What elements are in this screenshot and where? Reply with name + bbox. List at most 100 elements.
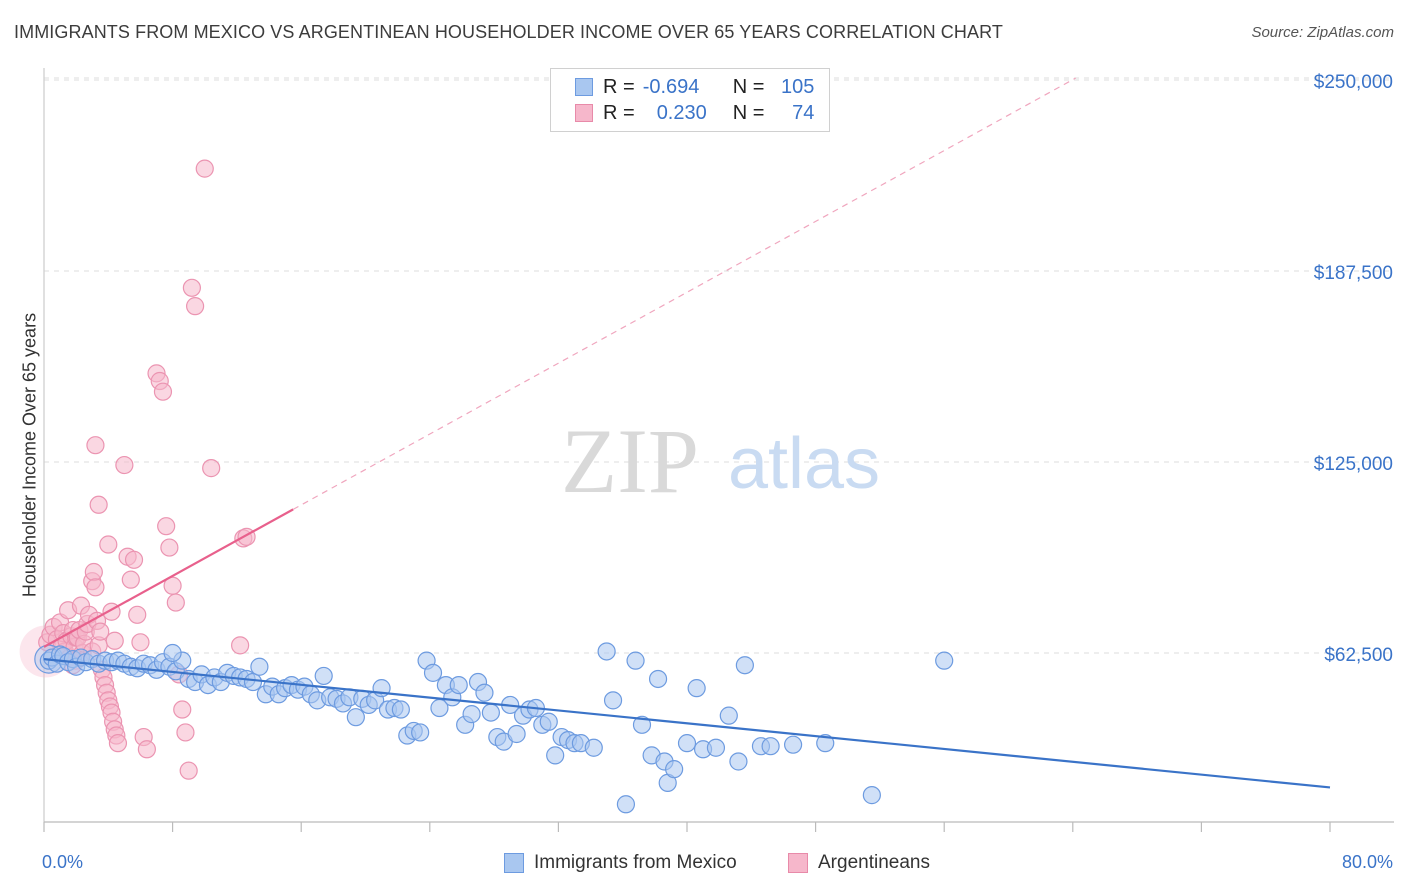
argentineans-trend-extension [292,77,1077,510]
argentineans-point [128,605,147,624]
bottom-legend-mexico: Immigrants from Mexico [504,852,737,874]
mexico-points [34,642,954,814]
legend-n-value: 74 [792,101,815,124]
mexico-point [481,703,500,722]
axes [43,68,1394,832]
argentineans-trend-line [43,508,294,648]
mexico-point [706,738,726,757]
grid-lines [44,77,1394,654]
argentineans-point [89,495,108,514]
argentineans-point [231,636,250,655]
mexico-point [462,705,481,724]
mexico-point [391,700,410,719]
argentineans-point [99,535,118,554]
argentineans-point [153,382,173,401]
mexico-point [584,738,603,757]
argentineans-point [121,570,140,589]
y-tick-label: $187,500 [1314,263,1393,284]
argentineans-point [84,562,103,582]
bottom-legend-argentineans: Argentineans [788,852,930,874]
mexico-point [626,651,645,670]
argentineans-point [179,761,198,780]
argentineans-point [108,734,128,753]
mexico-point [243,672,263,692]
mexico-point [665,760,684,779]
watermark-zip: ZIP [561,410,699,512]
bottom-legend-label-mexico: Immigrants from Mexico [534,852,737,873]
mexico-point [314,666,333,686]
mexico-point [250,657,269,676]
argentineans-point [182,278,201,297]
bottom-legend-label-argentineans: Argentineans [818,852,930,873]
argentineans-point [91,622,110,641]
mexico-point [783,735,803,754]
mexico-point [507,724,526,744]
legend-row-mexico: R = -0.694 N = 105 [575,74,814,100]
argentineans-point [166,593,185,612]
mexico-point [546,746,565,765]
y-tick-label: $125,000 [1314,454,1393,475]
mexico-point [729,752,748,771]
legend-n-value: 105 [781,75,815,98]
legend-r-label: R = [603,101,635,124]
mexico-point [616,795,636,814]
argentineans-point [131,633,150,652]
argentineans-point [186,297,205,316]
watermark-atlas: atlas [728,424,880,504]
mexico-point [603,691,623,710]
mexico-point [719,706,738,725]
argentineans-point [157,517,176,536]
mexico-point [677,734,697,753]
mexico-point [163,643,182,663]
legend-swatch-mexico [575,78,593,96]
bottom-legend-swatch-mexico [504,853,524,873]
argentineans-point [173,700,192,719]
source-label: Source: ZipAtlas.com [1251,24,1394,41]
argentineans-point [124,550,144,569]
mexico-point [816,734,835,753]
mexico-point [761,737,780,756]
mexico-point [423,663,443,682]
mexico-point [411,723,430,742]
argentineans-point [176,723,195,742]
bottom-legend-swatch-argentineans [788,853,808,873]
argentineans-point [160,538,179,557]
mexico-point [475,683,494,702]
watermark: ZIP atlas [561,410,880,512]
mexico-point [935,651,954,670]
argentineans-point [86,436,105,455]
argentineans-point [137,740,156,759]
argentineans-point [105,631,124,650]
chart-title: IMMIGRANTS FROM MEXICO VS ARGENTINEAN HO… [14,22,1003,42]
mexico-point [862,786,881,805]
trend-lines [43,77,1331,789]
mexico-point [346,708,365,727]
y-tick-label: $62,500 [1324,645,1393,666]
legend-r-value: 0.230 [656,101,707,124]
legend-r-label: R = [603,75,635,98]
argentineans-point [86,578,105,597]
legend-r-value: -0.694 [642,75,700,98]
legend-swatch-argentineans [575,104,593,122]
mexico-trend-line [43,658,1331,789]
y-tick-labels: $62,500 $125,000 $187,500 $250,000 [1314,72,1393,666]
legend-n-label: N = [732,101,765,124]
mexico-point [539,712,558,731]
x-tick-label-min: 0.0% [42,852,84,872]
mexico-point [632,715,652,734]
mexico-point [648,669,668,689]
y-tick-label: $250,000 [1314,72,1393,93]
argentineans-point [115,455,134,475]
mexico-point [597,642,616,661]
y-axis-label: Householder Income Over 65 years [19,312,40,598]
correlation-legend: R = -0.694 N = 105 R = 0.230 N = 74 [550,68,830,132]
argentineans-point [202,459,221,478]
argentineans-point [195,159,214,178]
legend-n-label: N = [732,75,765,98]
mexico-point [687,679,706,698]
mexico-point [735,656,754,675]
x-tick-label-max: 80.0% [1341,852,1393,872]
mexico-point [449,675,468,695]
legend-row-argentineans: R = 0.230 N = 74 [575,100,814,126]
